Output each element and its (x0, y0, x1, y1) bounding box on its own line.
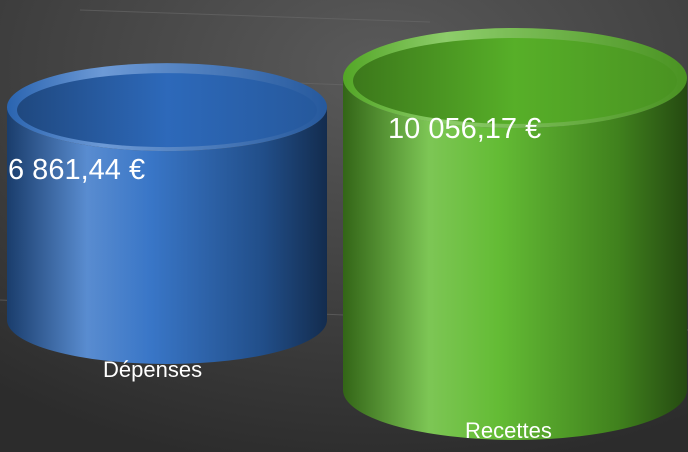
cylinder-interior (353, 38, 677, 124)
category-label: Recettes (465, 418, 552, 443)
cylinder-body (343, 78, 687, 440)
value-label: 6 861,44 € (8, 154, 145, 186)
guide-line (79, 9, 431, 23)
plot-area: 6 861,44 € Dépenses 10 056,17 € Recettes (7, 28, 687, 443)
cylinder-interior (17, 73, 317, 148)
category-label: Dépenses (103, 357, 202, 382)
value-label: 10 056,17 € (388, 113, 541, 145)
cylinder (7, 63, 327, 364)
cylinder-body (7, 107, 327, 364)
cylinder (343, 28, 687, 440)
